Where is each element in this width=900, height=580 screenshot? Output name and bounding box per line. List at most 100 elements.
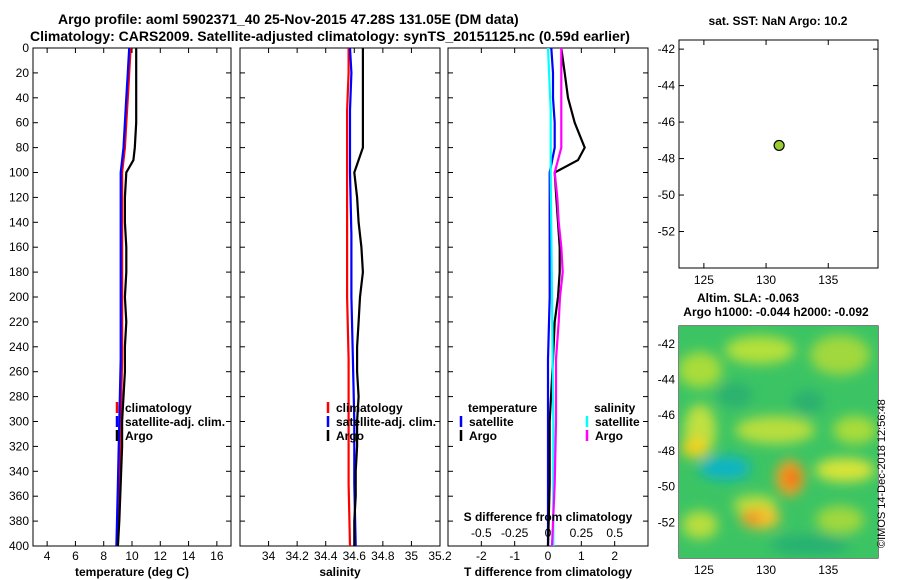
lat-tick-label: -48 bbox=[658, 444, 676, 458]
depth-tick-label: 340 bbox=[9, 464, 29, 478]
imos-watermark: ©IMOS 14-Dec-2018 12:56:48 bbox=[876, 399, 888, 548]
s-tick-label: 0.5 bbox=[606, 526, 623, 540]
lat-tick-label: -44 bbox=[658, 373, 676, 387]
depth-tick-label: 200 bbox=[9, 290, 29, 304]
plot-frame bbox=[239, 47, 441, 547]
depth-tick-label: 40 bbox=[16, 91, 30, 105]
series-line-salinity-satellite bbox=[546, 47, 555, 546]
depth-tick-label: 20 bbox=[16, 66, 30, 80]
series-line-climatology bbox=[346, 48, 352, 547]
panel-difference: T difference from climatology -2 -1 0 1 2 S di… bbox=[447, 47, 649, 579]
sla-map-title: Altim. SLA: -0.063 bbox=[697, 291, 799, 305]
depth-tick-label: 260 bbox=[9, 365, 29, 379]
x-tick-label: 34.2 bbox=[285, 549, 309, 563]
panel-temperature: 0 20 40 60 80 100 120 140 160 180 200 220 240 260 280 3… bbox=[9, 41, 232, 579]
lat-tick-label: -42 bbox=[658, 337, 676, 351]
x-tick-label: 34 bbox=[262, 549, 276, 563]
depth-tick-label: 240 bbox=[9, 340, 29, 354]
depth-tick-label: 400 bbox=[9, 539, 29, 553]
lon-tick-label: 130 bbox=[756, 563, 776, 577]
map-frame bbox=[678, 39, 879, 269]
panel-location-map: 125 130 135 -42 -44 -46 -48 -50 -52 bbox=[658, 39, 879, 287]
x-tick-label: 10 bbox=[125, 549, 139, 563]
lon-tick-label: 125 bbox=[694, 563, 714, 577]
series-line-satellite-adj.-clim. bbox=[348, 47, 357, 547]
x-tick-label: 34.4 bbox=[314, 549, 338, 563]
depth-tick-label: 0 bbox=[22, 41, 29, 55]
lat-tick-label: -46 bbox=[658, 408, 676, 422]
x-axis-label: temperature (deg C) bbox=[75, 565, 189, 579]
depth-tick-label: 140 bbox=[9, 215, 29, 229]
lon-tick-label: 135 bbox=[818, 563, 838, 577]
sst-map-title: sat. SST: NaN Argo: 10.2 bbox=[709, 14, 848, 28]
lat-tick-label: -46 bbox=[658, 115, 676, 129]
lat-tick-label: -52 bbox=[658, 225, 676, 239]
argo-float-marker bbox=[773, 139, 785, 152]
depth-tick-label: 320 bbox=[9, 439, 29, 453]
panel-salinity: 34 34.2 34.4 34.6 34.8 35 35.2 salinity climatol… bbox=[239, 47, 452, 579]
series-line-satellite-adj.-clim. bbox=[115, 47, 131, 547]
x-tick-label: 1 bbox=[578, 549, 585, 563]
lat-tick-label: -50 bbox=[658, 188, 676, 202]
legend-entry: Argo bbox=[125, 429, 153, 443]
legend-entry: satellite bbox=[595, 415, 640, 429]
x-axis-label-secondary: S difference from climatology bbox=[464, 510, 633, 524]
legend-entry: satellite-adj. clim. bbox=[336, 415, 436, 429]
x-tick-label: 2 bbox=[611, 549, 618, 563]
s-tick-label: -0.5 bbox=[471, 526, 492, 540]
series-line-climatology bbox=[116, 47, 132, 547]
lat-tick-label: -48 bbox=[658, 152, 676, 166]
x-tick-label: 34.6 bbox=[343, 549, 367, 563]
depth-tick-label: 180 bbox=[9, 265, 29, 279]
s-tick-label: 0 bbox=[545, 526, 552, 540]
plot-frame bbox=[32, 47, 232, 547]
x-tick-label: -1 bbox=[509, 549, 520, 563]
map-background bbox=[679, 40, 878, 268]
x-tick-label: 0 bbox=[545, 549, 552, 563]
depth-tick-label: 80 bbox=[16, 141, 30, 155]
lon-tick-label: 135 bbox=[818, 273, 838, 287]
depth-tick-label: 360 bbox=[9, 489, 29, 503]
depth-tick-label: 380 bbox=[9, 514, 29, 528]
legend-entry: satellite-adj. clim. bbox=[125, 415, 225, 429]
sla-field bbox=[679, 326, 878, 558]
depth-tick-label: 120 bbox=[9, 190, 29, 204]
legend-entry: Argo bbox=[336, 429, 364, 443]
x-tick-label: 8 bbox=[100, 549, 107, 563]
legend-entry: satellite bbox=[469, 415, 514, 429]
series-line-Argo bbox=[353, 48, 365, 546]
x-tick-label: 34.8 bbox=[371, 549, 395, 563]
x-tick-label: 35.2 bbox=[428, 549, 452, 563]
lon-tick-label: 125 bbox=[694, 273, 714, 287]
s-tick-label: 0.25 bbox=[570, 526, 594, 540]
depth-tick-label: 160 bbox=[9, 240, 29, 254]
x-tick-label: 14 bbox=[182, 549, 196, 563]
x-tick-label: 12 bbox=[154, 549, 168, 563]
lat-tick-label: -44 bbox=[658, 79, 676, 93]
lat-tick-label: -50 bbox=[658, 480, 676, 494]
x-tick-label: -2 bbox=[476, 549, 487, 563]
lat-tick-label: -52 bbox=[658, 515, 676, 529]
x-tick-label: 16 bbox=[210, 549, 224, 563]
x-tick-label: 6 bbox=[72, 549, 79, 563]
chart-title-line1: Argo profile: aoml 5902371_40 25-Nov-201… bbox=[58, 11, 519, 27]
x-axis-label: salinity bbox=[319, 565, 361, 579]
chart-title-line2: Climatology: CARS2009. Satellite-adjuste… bbox=[30, 28, 630, 44]
series-line-temperature-satellite bbox=[546, 47, 556, 546]
x-tick-label: 35 bbox=[405, 549, 419, 563]
series-line-salinity-Argo bbox=[550, 48, 564, 547]
series-line-Argo bbox=[116, 48, 138, 547]
depth-tick-label: 280 bbox=[9, 390, 29, 404]
s-tick-label: -0.25 bbox=[501, 526, 529, 540]
lon-tick-label: 130 bbox=[756, 273, 776, 287]
legend-entry: climatology bbox=[336, 401, 403, 415]
x-tick-label: 4 bbox=[44, 549, 51, 563]
depth-tick-label: 60 bbox=[16, 116, 30, 130]
legend-header: temperature bbox=[468, 401, 538, 415]
depth-tick-label: 300 bbox=[9, 415, 29, 429]
depth-tick-label: 220 bbox=[9, 315, 29, 329]
sla-map-subtitle: Argo h1000: -0.044 h2000: -0.092 bbox=[683, 305, 869, 319]
legend-entry: Argo bbox=[595, 429, 623, 443]
legend-entry: Argo bbox=[469, 429, 497, 443]
